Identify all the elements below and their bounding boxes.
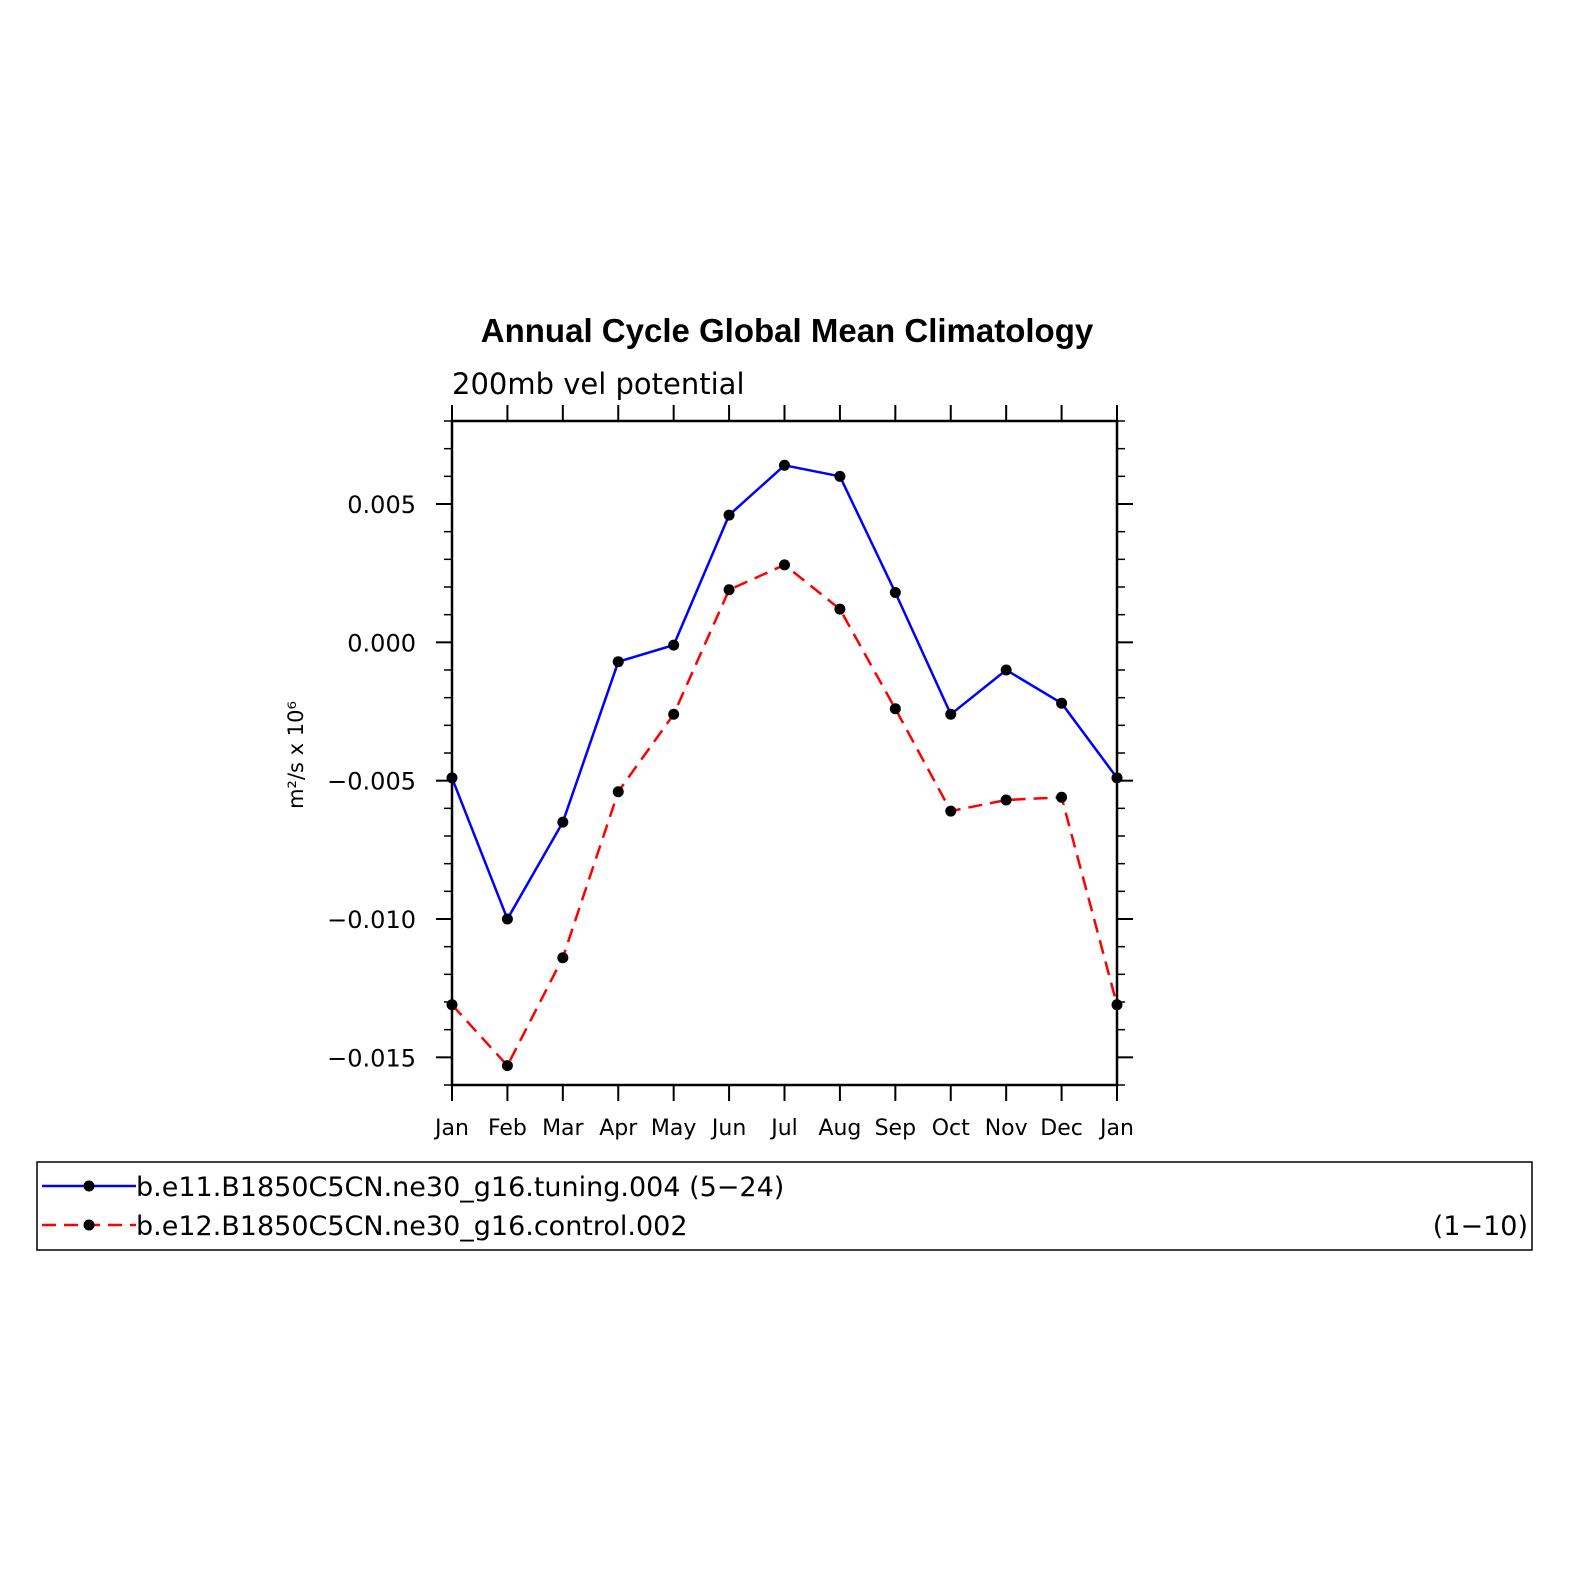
data-point-series-2	[1056, 791, 1068, 803]
data-point-series-2	[501, 1060, 513, 1072]
data-point-series-1	[723, 509, 735, 521]
data-point-series-1	[668, 639, 680, 651]
chart-title: Annual Cycle Global Mean Climatology	[481, 312, 1094, 349]
legend: b.e11.B1850C5CN.ne30_g16.tuning.004 (5−2…	[36, 1161, 1533, 1251]
y-tick-label: −0.010	[327, 906, 416, 934]
data-point-series-1	[834, 470, 846, 482]
data-point-series-2	[945, 805, 957, 817]
data-point-series-2	[834, 603, 846, 615]
data-point-series-2	[612, 786, 624, 798]
x-tick-label: Feb	[488, 1116, 527, 1141]
legend-marker-series-2	[83, 1219, 95, 1231]
x-tick-label: Jan	[1098, 1116, 1134, 1141]
x-tick-label: Aug	[818, 1116, 861, 1141]
data-point-series-1	[1111, 772, 1123, 784]
data-point-series-1	[557, 816, 569, 828]
data-point-series-2	[557, 952, 569, 964]
data-point-series-1	[1056, 697, 1068, 709]
data-point-series-1	[612, 656, 624, 668]
data-point-series-1	[1000, 664, 1012, 676]
x-tick-label: Nov	[985, 1116, 1028, 1141]
data-point-series-2	[1000, 794, 1012, 806]
x-tick-label: Jun	[710, 1116, 746, 1141]
data-point-series-1	[779, 459, 790, 471]
y-tick-label: 0.005	[347, 491, 416, 519]
y-tick-label: −0.015	[327, 1044, 416, 1072]
legend-label-series-1: b.e11.B1850C5CN.ne30_g16.tuning.004 (5−2…	[136, 1172, 784, 1203]
y-axis-ticks: 0.005 0.000 −0.005 −0.010 −0.015	[327, 420, 1133, 1086]
data-point-series-2	[668, 708, 680, 720]
x-tick-label: Jul	[769, 1116, 798, 1141]
data-point-series-1	[501, 913, 513, 925]
data-point-series-2	[723, 584, 735, 596]
data-point-series-2	[779, 559, 790, 571]
data-point-series-2	[446, 999, 458, 1011]
x-tick-label: Jan	[433, 1116, 469, 1141]
x-axis-ticks: Jan Feb Mar Apr May Jun Jul Aug Sep Oct Nov Dec Jan	[433, 405, 1134, 1141]
data-point-series-1	[945, 708, 957, 720]
legend-marker-series-1	[83, 1180, 95, 1192]
data-point-series-1	[889, 587, 901, 599]
series-layer	[446, 459, 1123, 1072]
x-tick-label: Dec	[1040, 1116, 1083, 1141]
data-point-series-2	[1111, 999, 1123, 1011]
x-tick-label: Sep	[875, 1116, 916, 1141]
legend-box	[36, 1161, 1533, 1251]
data-point-series-2	[889, 703, 901, 715]
series-line-2	[451, 563, 1119, 1068]
series-line-1	[450, 463, 1119, 922]
x-tick-label: Oct	[932, 1116, 970, 1141]
y-tick-label: −0.005	[327, 768, 416, 796]
legend-label-series-2: b.e12.B1850C5CN.ne30_g16.control.002	[136, 1211, 688, 1242]
x-tick-label: Apr	[599, 1116, 638, 1141]
x-tick-label: Mar	[542, 1116, 584, 1141]
data-point-series-1	[446, 772, 458, 784]
x-tick-label: May	[651, 1116, 696, 1141]
plot-frame	[450, 419, 1119, 1087]
plot-area: 0.005 0.000 −0.005 −0.010 −0.015 Jan Feb Mar Ap…	[327, 405, 1134, 1141]
y-tick-label: 0.000	[347, 629, 416, 657]
legend-range-series-2: (1−10)	[1433, 1211, 1528, 1242]
chart-subtitle: 200mb vel potential	[452, 367, 745, 401]
y-axis-label: m²/s x 10⁶	[284, 701, 308, 809]
